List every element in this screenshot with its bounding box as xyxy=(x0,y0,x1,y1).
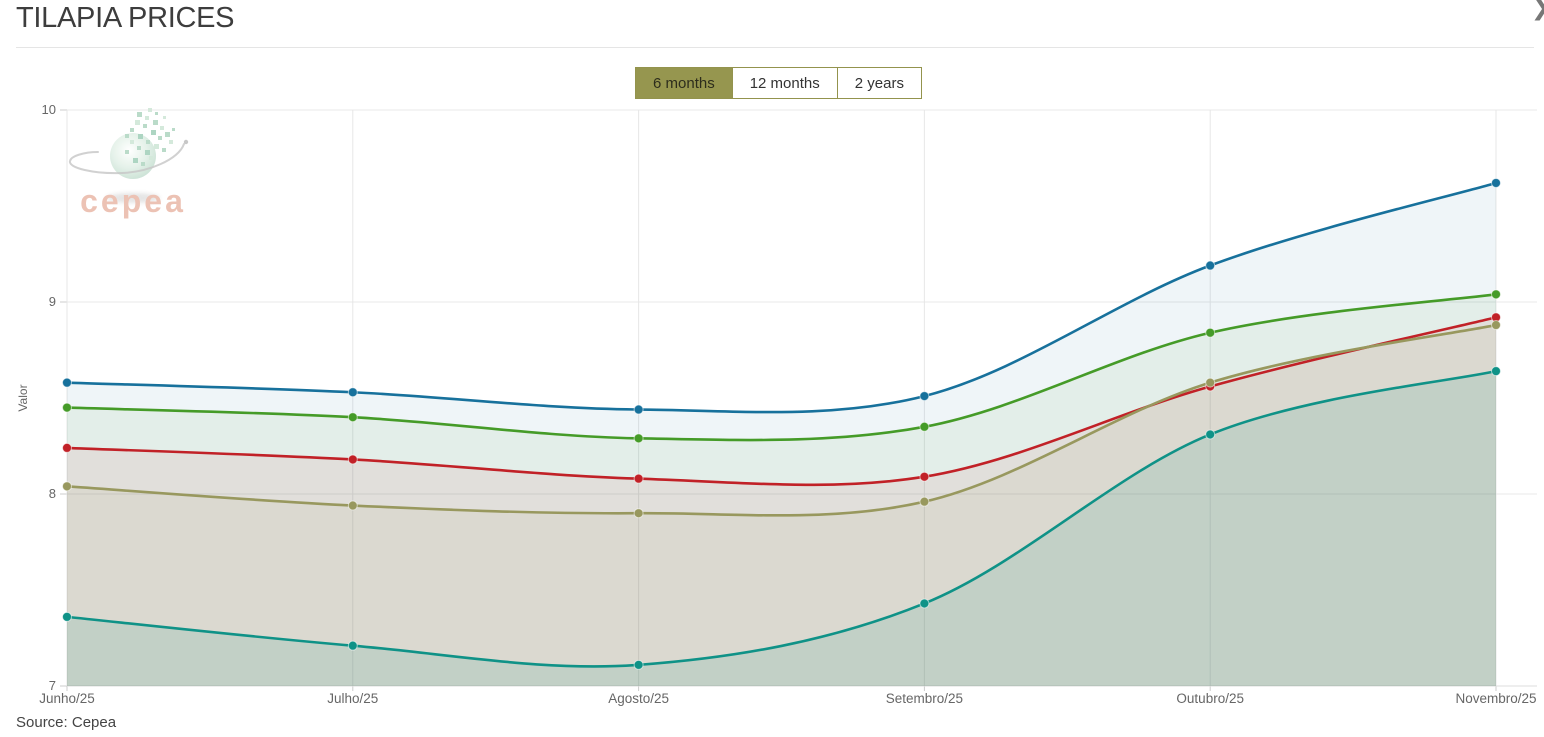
point-olive[interactable] xyxy=(347,500,358,511)
line-teal xyxy=(65,369,1498,668)
y-axis-title: Valor xyxy=(16,384,30,411)
x-tick-label: Setembro/25 xyxy=(886,691,963,706)
logo-globe xyxy=(110,133,156,179)
point-green[interactable] xyxy=(1205,327,1216,338)
point-blue[interactable] xyxy=(919,391,930,402)
y-tick-label: 7 xyxy=(49,678,56,693)
point-green[interactable] xyxy=(633,433,644,444)
x-tick-label: Novembro/25 xyxy=(1455,691,1536,706)
page-title: TILAPIA PRICES xyxy=(16,2,235,34)
line-red xyxy=(65,316,1498,487)
point-teal[interactable] xyxy=(347,640,358,651)
x-tick-label: Junho/25 xyxy=(39,691,95,706)
range-button-12-months[interactable]: 12 months xyxy=(732,67,838,99)
line-olive xyxy=(65,323,1498,517)
logo-pixels xyxy=(125,108,175,166)
point-blue[interactable] xyxy=(1205,260,1216,271)
cepea-logo: cepea xyxy=(69,108,189,219)
line-green xyxy=(65,293,1498,442)
area-green xyxy=(67,294,1496,686)
point-olive[interactable] xyxy=(919,496,930,507)
title-separator xyxy=(16,47,1534,48)
point-blue[interactable] xyxy=(1491,177,1501,188)
point-teal[interactable] xyxy=(62,611,72,622)
point-blue[interactable] xyxy=(347,387,358,398)
point-olive[interactable] xyxy=(1205,377,1216,388)
logo-swoosh xyxy=(69,143,185,175)
logo-shadow xyxy=(106,193,160,203)
x-tick-label: Julho/25 xyxy=(327,691,378,706)
y-tick-label: 9 xyxy=(49,294,56,309)
chevron-right-icon[interactable]: ❯ xyxy=(1531,0,1544,21)
x-tick-label: Agosto/25 xyxy=(608,691,669,706)
range-button-6-months[interactable]: 6 months xyxy=(635,67,733,99)
point-teal[interactable] xyxy=(1491,366,1501,377)
point-blue[interactable] xyxy=(62,377,72,388)
logo-swoosh-dot xyxy=(183,139,189,145)
point-blue[interactable] xyxy=(633,404,644,415)
point-green[interactable] xyxy=(919,421,930,432)
y-tick-label: 10 xyxy=(42,102,56,117)
point-red[interactable] xyxy=(919,471,930,482)
point-teal[interactable] xyxy=(633,659,644,670)
line-blue xyxy=(65,181,1498,414)
point-green[interactable] xyxy=(1491,289,1501,300)
y-tick-label: 8 xyxy=(49,486,56,501)
point-red[interactable] xyxy=(347,454,358,465)
point-teal[interactable] xyxy=(1205,429,1216,440)
point-green[interactable] xyxy=(347,412,358,423)
area-teal xyxy=(67,371,1496,686)
point-teal[interactable] xyxy=(919,598,930,609)
area-olive xyxy=(67,325,1496,686)
x-tick-label: Outubro/25 xyxy=(1176,691,1244,706)
point-green[interactable] xyxy=(62,402,72,413)
point-olive[interactable] xyxy=(62,481,72,492)
point-red[interactable] xyxy=(62,442,72,453)
point-olive[interactable] xyxy=(1491,320,1501,331)
source-text: Source: Cepea xyxy=(16,714,117,731)
range-button-2-years[interactable]: 2 years xyxy=(837,67,922,99)
logo-wordmark: cepea xyxy=(80,183,186,219)
area-blue xyxy=(67,182,1496,686)
area-red xyxy=(67,317,1496,686)
range-selector: 6 months 12 months 2 years xyxy=(635,67,922,99)
point-red[interactable] xyxy=(633,473,644,484)
point-olive[interactable] xyxy=(633,508,644,519)
